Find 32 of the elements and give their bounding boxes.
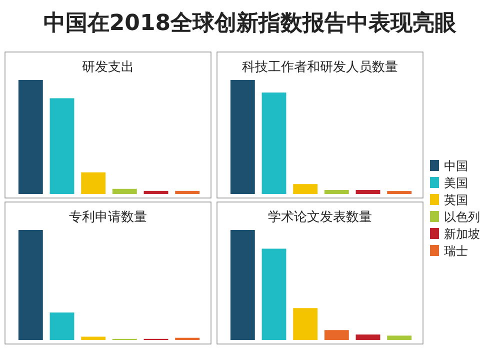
bar (112, 188, 137, 194)
chart-title: 研发支出 (82, 60, 134, 75)
chart-title: 学术论文发表数量 (268, 210, 372, 225)
bar (293, 308, 318, 340)
bar (230, 230, 255, 340)
bar (324, 190, 349, 194)
bar (81, 172, 106, 194)
legend-label: 以色列 (444, 210, 480, 224)
bar (18, 80, 43, 194)
bar (387, 191, 412, 194)
bar (262, 248, 286, 340)
chart-title: 科技工作者和研发人员数量 (242, 60, 398, 75)
bar (50, 312, 74, 340)
bar (387, 336, 412, 340)
bar (356, 190, 380, 194)
bar (262, 92, 286, 194)
legend-label: 英国 (444, 193, 468, 207)
legend-label: 美国 (444, 176, 468, 190)
chart-title: 专利申请数量 (69, 210, 147, 225)
legend-label: 中国 (444, 159, 468, 173)
bar (175, 190, 200, 194)
bar (230, 80, 255, 194)
bar (324, 330, 349, 340)
bar (144, 190, 168, 194)
bar (356, 334, 380, 340)
bar (81, 336, 106, 340)
text: 中国在2018全球创新指数报告中表现亮眼 (43, 10, 458, 36)
bar (50, 98, 74, 194)
bar (18, 230, 43, 340)
legend-label: 瑞士 (444, 244, 468, 258)
bar (293, 184, 318, 194)
legend-label: 新加坡 (444, 227, 480, 241)
